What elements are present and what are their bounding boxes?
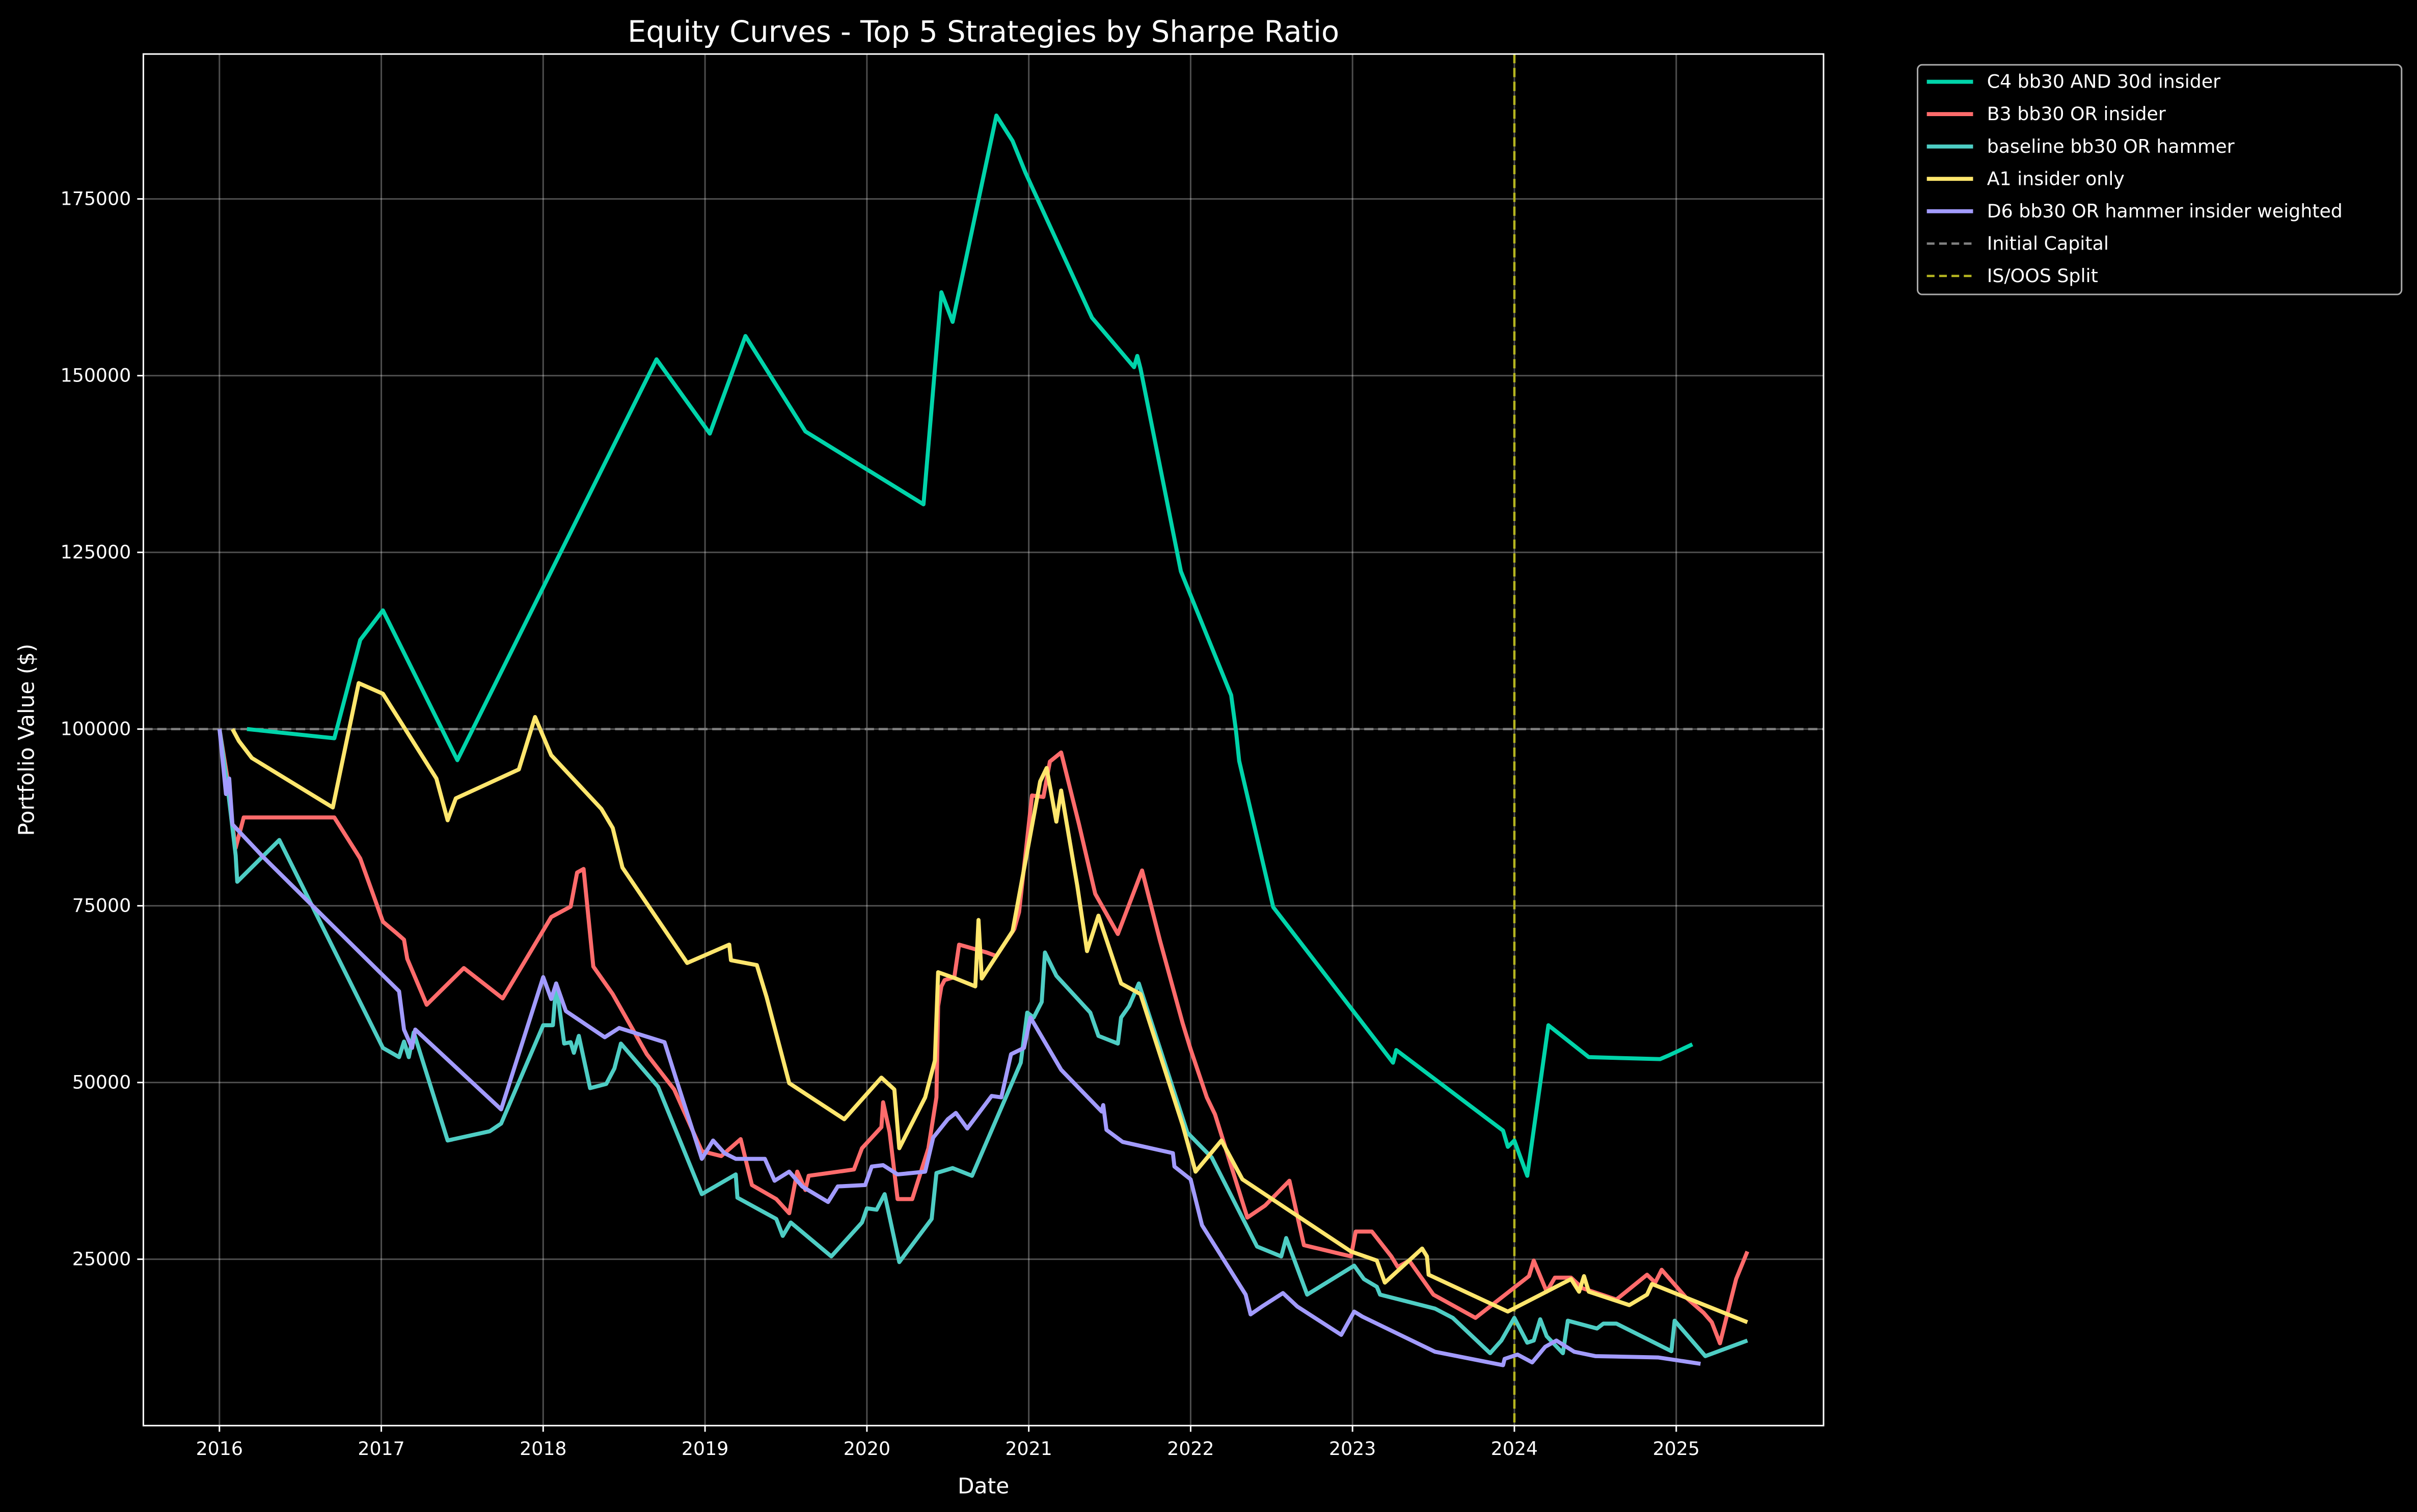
series-line-1 (218, 728, 1750, 1345)
series-line-3 (230, 681, 1748, 1324)
x-tick-label: 2020 (844, 1438, 890, 1460)
x-tick-label: 2025 (1653, 1438, 1700, 1460)
legend-label: B3 bb30 OR insider (1987, 103, 2166, 125)
y-axis-ticks: 25000 50000 75000 100000 125000 150000 175000 (61, 188, 144, 1270)
x-tick-label: 2022 (1167, 1438, 1214, 1460)
series-lines (218, 113, 1750, 1367)
y-tick-label: 125000 (61, 541, 131, 563)
series-line-4 (218, 729, 1701, 1367)
x-tick-label: 2018 (520, 1438, 566, 1460)
y-tick-label: 25000 (72, 1248, 131, 1270)
legend: C4 bb30 AND 30d insider B3 bb30 OR inside… (1917, 64, 2403, 295)
series-line-2 (218, 728, 1748, 1358)
y-tick-label: 150000 (61, 365, 131, 387)
x-tick-label: 2023 (1329, 1438, 1376, 1460)
legend-label: D6 bb30 OR hammer insider weighted (1987, 200, 2343, 222)
y-tick-label: 50000 (72, 1071, 131, 1093)
x-tick-label: 2021 (1005, 1438, 1052, 1460)
x-axis-ticks: 2016 2017 2018 2019 2020 2021 2022 2023 2024 2025 (196, 1425, 1700, 1460)
y-axis-label: Portfolio Value ($) (14, 644, 39, 836)
x-axis-label: Date (958, 1474, 1009, 1499)
legend-label: IS/OOS Split (1987, 265, 2098, 287)
legend-label: A1 insider only (1987, 168, 2125, 189)
y-tick-label: 75000 (72, 895, 131, 917)
series-line-0 (247, 113, 1694, 1178)
x-tick-label: 2017 (358, 1438, 404, 1460)
axes-frame (142, 53, 1825, 1426)
y-tick-label: 175000 (61, 188, 131, 210)
legend-label: C4 bb30 AND 30d insider (1987, 71, 2220, 93)
legend-frame (1917, 64, 2403, 295)
y-tick-label: 100000 (61, 718, 131, 740)
legend-label: Initial Capital (1987, 232, 2109, 254)
x-tick-label: 2024 (1491, 1438, 1538, 1460)
x-tick-label: 2019 (682, 1438, 728, 1460)
x-tick-label: 2016 (196, 1438, 243, 1460)
reference-lines (143, 54, 1824, 1426)
legend-label: baseline bb30 OR hammer (1987, 135, 2235, 157)
chart-title: Equity Curves - Top 5 Strategies by Shar… (628, 15, 1339, 49)
